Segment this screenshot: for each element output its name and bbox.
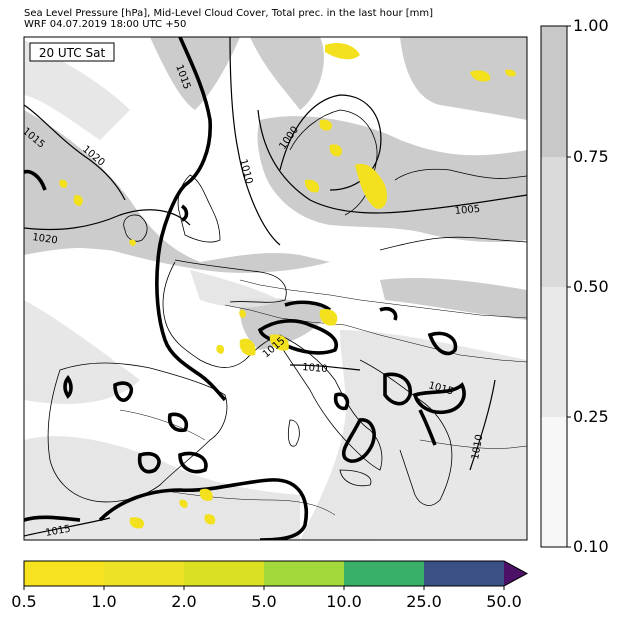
cloud-tick-label: 0.25 (573, 407, 609, 426)
precip-tick-label: 1.0 (91, 592, 117, 611)
isobar-1020-west (24, 209, 191, 231)
precip-tick-label: 0.5 (11, 592, 37, 611)
isobar-1010-east (469, 379, 496, 471)
isobar-label: 1010 (470, 434, 485, 461)
isobar-label: 1020 (32, 232, 59, 246)
cloud-cover-light-layer (24, 40, 527, 540)
isobar-label: 1005 (454, 204, 480, 217)
isobar-label: 1010 (302, 362, 328, 375)
precip-colorbar-band (184, 561, 264, 586)
isobar-1005 (257, 109, 527, 214)
coastline-layer (47, 109, 527, 516)
precip-colorbar-frame (23, 560, 529, 587)
cloud-tick-label: 1.00 (573, 16, 609, 35)
cloud-colorbar-band (541, 26, 567, 157)
isobar-1015-layer (24, 37, 466, 540)
title-line-2: WRF 04.07.2019 18:00 UTC +50 (24, 19, 187, 30)
precip-colorbar-band (104, 561, 184, 586)
cloud-tick-label: 0.50 (573, 277, 609, 296)
cloud-tick-label: 0.75 (573, 147, 609, 166)
precip-colorbar-band (424, 561, 504, 586)
cloud-colorbar-band (541, 157, 567, 287)
precip-colorbar-band (24, 561, 104, 586)
precip-colorbar-band (344, 561, 424, 586)
cloud-colorbar-band (541, 417, 567, 547)
title-line-1: Sea Level Pressure [hPa], Mid-Level Clou… (24, 8, 434, 19)
precip-tick-label: 10.0 (326, 592, 362, 611)
precip-tick-label: 25.0 (406, 592, 442, 611)
time-label-box (29, 42, 115, 62)
map-frame (23, 36, 528, 541)
time-label: 20 UTC Sat (39, 46, 106, 60)
map-panel: 1015 1020 1020 1000 1010 1005 1015 1010 … (24, 37, 527, 540)
precipitation-layer (59, 43, 516, 529)
isobar-1010 (229, 37, 281, 246)
cloud-colorbar-band (541, 287, 567, 417)
precip-tick-label: 50.0 (486, 592, 522, 611)
isobar-1020-north (24, 104, 126, 201)
precip-colorbar-band (264, 561, 344, 586)
precip-colorbar (23, 560, 529, 590)
isobar-label: 1015 (45, 524, 72, 539)
cloud-tick-label: 0.10 (573, 537, 609, 556)
isobar-1010-south (289, 364, 361, 371)
precip-tick-label: 2.0 (171, 592, 197, 611)
cloud-colorbar (540, 25, 571, 548)
precip-tick-label: 5.0 (251, 592, 277, 611)
precip-colorbar-extend-arrow (504, 561, 527, 586)
